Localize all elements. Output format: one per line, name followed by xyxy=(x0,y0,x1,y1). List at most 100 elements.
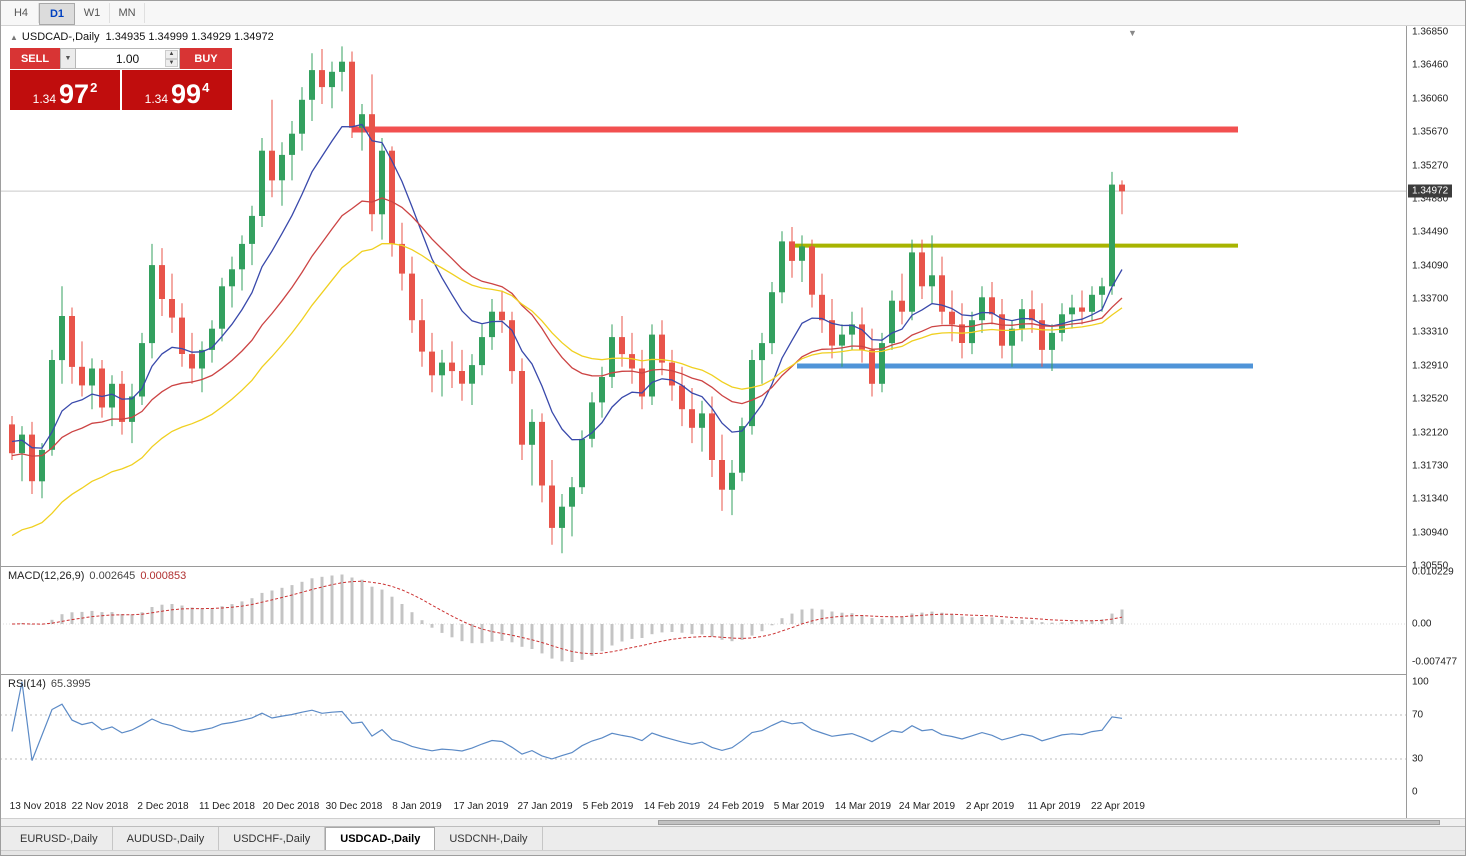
date-axis-label: 22 Nov 2018 xyxy=(71,801,129,812)
date-axis-label: 2 Dec 2018 xyxy=(137,801,189,812)
macd-axis-label: 0.010229 xyxy=(1412,566,1454,578)
timeframe-buttons: H4 D1 W1 MN xyxy=(4,2,145,25)
date-axis-label: 14 Mar 2019 xyxy=(834,801,892,812)
date-axis-label: 24 Mar 2019 xyxy=(898,801,956,812)
rsi-name: RSI(14) xyxy=(8,678,46,690)
price-axis-label: 1.35670 xyxy=(1412,126,1449,138)
chart-window: ▲ USDCAD-,Daily 1.34935 1.34999 1.34929 1.… xyxy=(0,26,1466,818)
moving-average-line-fast-ma xyxy=(11,123,1123,449)
rsi-axis-label: 70 xyxy=(1412,709,1424,721)
price-axis-label: 1.32910 xyxy=(1412,360,1449,372)
sell-button[interactable]: SELL xyxy=(10,48,60,69)
pane-separator[interactable] xyxy=(0,674,1466,675)
date-axis-label: 17 Jan 2019 xyxy=(453,801,509,812)
chart-tab-usdcad[interactable]: USDCAD-,Daily xyxy=(325,827,436,850)
moving-average-line-slow-ma xyxy=(11,197,1123,457)
date-axis-label: 22 Apr 2019 xyxy=(1091,801,1145,812)
timeframe-button-h4[interactable]: H4 xyxy=(4,2,39,23)
ohlc-readout: 1.34935 1.34999 1.34929 1.34972 xyxy=(105,31,274,43)
timeframe-button-d1[interactable]: D1 xyxy=(39,2,75,25)
chart-tabs-bar: EURUSD-,Daily AUDUSD-,Daily USDCHF-,Daily U… xyxy=(0,826,1466,850)
sell-price[interactable]: 1.34 97 2 xyxy=(10,70,120,110)
price-axis-label: 1.31730 xyxy=(1412,460,1449,472)
volume-decrease-icon[interactable]: ▼ xyxy=(165,58,178,67)
price-axis-label: 1.36460 xyxy=(1412,59,1449,71)
pane-separator[interactable] xyxy=(0,566,1466,567)
date-axis-label: 11 Apr 2019 xyxy=(1027,801,1081,812)
volume-dropdown-icon[interactable]: ▼ xyxy=(60,48,75,69)
moving-average-line-trend-ma xyxy=(11,243,1123,537)
date-axis: 13 Nov 2018 22 Nov 2018 2 Dec 2018 11 Dec 2… xyxy=(0,796,1406,818)
buy-button[interactable]: BUY xyxy=(180,48,232,69)
price-axis-label: 1.31340 xyxy=(1412,493,1449,505)
rsi-value: 65.3995 xyxy=(50,678,91,690)
macd-signal-value: 0.000853 xyxy=(140,570,187,582)
price-axis-label: 1.33310 xyxy=(1412,326,1449,338)
macd-label: MACD(12,26,9) 0.002645 0.000853 xyxy=(8,570,186,582)
volume-value: 1.00 xyxy=(115,51,140,66)
date-axis-label: 13 Nov 2018 xyxy=(9,801,67,812)
price-axis-label: 1.32520 xyxy=(1412,393,1449,405)
date-axis-label: 14 Feb 2019 xyxy=(643,801,701,812)
price-axis-label: 1.35270 xyxy=(1412,160,1449,172)
sell-price-big: 97 xyxy=(59,79,90,110)
candles-group xyxy=(9,46,1125,554)
macd-axis-label: 0.00 xyxy=(1412,618,1432,630)
volume-stepper[interactable]: ▲ ▼ xyxy=(165,50,178,67)
status-bar xyxy=(0,850,1466,856)
date-axis-label: 30 Dec 2018 xyxy=(325,801,383,812)
buy-price[interactable]: 1.34 99 4 xyxy=(122,70,232,110)
timeframe-button-w1[interactable]: W1 xyxy=(75,2,110,23)
one-click-trading-panel: SELL ▼ 1.00 ▲ ▼ BUY 1.34 97 2 1.34 99 4 xyxy=(10,48,232,110)
rsi-axis-label: 0 xyxy=(1412,786,1418,798)
price-axis-label: 1.30550 xyxy=(1412,560,1449,572)
macd-signal-line xyxy=(11,580,1123,655)
chart-tab-usdcnh[interactable]: USDCNH-,Daily xyxy=(435,827,543,850)
date-axis-label: 5 Mar 2019 xyxy=(773,801,825,812)
date-axis-label: 2 Apr 2019 xyxy=(965,801,1015,812)
date-axis-label: 8 Jan 2019 xyxy=(392,801,442,812)
date-axis-label: 27 Jan 2019 xyxy=(517,801,573,812)
date-axis-label: 20 Dec 2018 xyxy=(262,801,320,812)
buy-price-prefix: 1.34 xyxy=(144,91,169,106)
price-axis-label: 1.36060 xyxy=(1412,93,1449,105)
volume-increase-icon[interactable]: ▲ xyxy=(165,50,178,59)
buy-price-sup: 4 xyxy=(202,80,210,95)
chart-title: ▲ USDCAD-,Daily 1.34935 1.34999 1.34929 1.… xyxy=(10,31,274,43)
current-price-tag: 1.34972 xyxy=(1408,184,1453,198)
chart-tab-audusd[interactable]: AUDUSD-,Daily xyxy=(113,827,220,850)
rsi-line xyxy=(11,681,1123,761)
buy-price-big: 99 xyxy=(171,79,202,110)
macd-histogram xyxy=(20,574,1124,662)
timeframe-button-mn[interactable]: MN xyxy=(110,2,145,23)
macd-indicator-pane[interactable] xyxy=(0,566,1406,674)
chart-tab-eurusd[interactable]: EURUSD-,Daily xyxy=(6,827,113,850)
price-axis-label: 1.34490 xyxy=(1412,226,1449,238)
chart-symbol: USDCAD-,Daily xyxy=(21,31,100,43)
rsi-indicator-pane[interactable] xyxy=(0,674,1406,796)
candlestick-chart[interactable] xyxy=(0,26,1406,566)
macd-axis: 0.010229 0.00 -0.007477 xyxy=(1407,566,1466,674)
price-axis-label: 1.36850 xyxy=(1412,26,1449,38)
chart-tab-usdchf[interactable]: USDCHF-,Daily xyxy=(219,827,326,850)
sell-price-sup: 2 xyxy=(90,80,98,95)
macd-name: MACD(12,26,9) xyxy=(8,570,85,582)
rsi-axis-label: 30 xyxy=(1412,753,1424,765)
volume-field[interactable]: 1.00 ▲ ▼ xyxy=(75,48,180,69)
macd-main-value: 0.002645 xyxy=(89,570,136,582)
rsi-label: RSI(14) 65.3995 xyxy=(8,678,91,690)
price-axis-label: 1.33700 xyxy=(1412,293,1449,305)
date-axis-label: 24 Feb 2019 xyxy=(707,801,765,812)
rsi-axis-label: 100 xyxy=(1412,676,1429,688)
price-axis: 1.36850 1.36460 1.36060 1.35670 1.35270 1.348… xyxy=(1406,26,1466,818)
price-axis-label: 1.34090 xyxy=(1412,260,1449,272)
price-axis-label: 1.34880 xyxy=(1412,193,1449,205)
macd-axis-label: -0.007477 xyxy=(1412,656,1458,668)
chart-shift-icon[interactable]: ▼ xyxy=(1128,28,1137,38)
collapse-trade-panel-icon[interactable]: ▲ xyxy=(10,33,18,42)
scrollbar-thumb[interactable] xyxy=(658,820,1440,825)
price-axis-label: 1.32120 xyxy=(1412,427,1449,439)
horizontal-scrollbar[interactable] xyxy=(0,818,1466,826)
timeframe-toolbar: H4 D1 W1 MN xyxy=(0,0,1466,26)
date-axis-label: 5 Feb 2019 xyxy=(582,801,634,812)
